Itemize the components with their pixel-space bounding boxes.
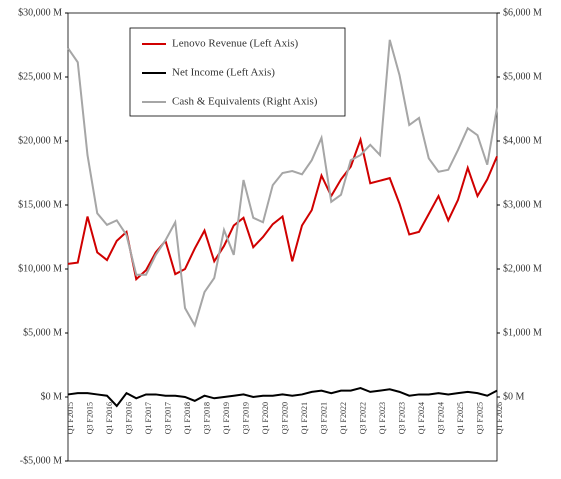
x-tick-label: Q3 F2021 [319,402,328,434]
x-tick-label: Q1 F2026 [495,402,504,434]
legend-label: Cash & Equivalents (Right Axis) [172,96,318,108]
legend-label: Lenovo Revenue (Left Axis) [172,38,298,50]
x-tick-label: Q3 F2017 [163,402,172,434]
x-tick-label: Q1 F2016 [105,402,114,434]
x-tick-label: Q3 F2016 [124,402,133,434]
x-tick-label: Q1 F2017 [144,402,153,434]
x-tick-label: Q1 F2023 [378,402,387,434]
y2-tick-label: $3,000 M [503,199,542,210]
x-tick-label: Q1 F2015 [66,402,75,434]
legend-label: Net Income (Left Axis) [172,67,275,79]
series-line [67,39,498,328]
x-tick-label: Q3 F2015 [85,402,94,434]
y2-tick-label: $0 M [503,391,525,402]
x-tick-label: Q3 F2018 [202,402,211,434]
y-tick-label: $10,000 M [18,263,62,274]
x-tick-label: Q3 F2022 [358,402,367,434]
y-tick-label: $20,000 M [18,135,62,146]
series-line [67,386,498,408]
x-tick-label: Q3 F2024 [436,402,445,434]
x-tick-label: Q3 F2025 [475,402,484,434]
x-tick-label: Q1 F2024 [417,402,426,434]
x-tick-label: Q1 F2025 [456,402,465,434]
x-tick-label: Q1 F2018 [183,402,192,434]
y2-tick-label: $4,000 M [503,135,542,146]
x-tick-label: Q1 F2020 [261,402,270,434]
series-line [67,136,498,282]
y-tick-label: -$5,000 M [20,455,62,466]
x-tick-label: Q1 F2021 [300,402,309,434]
y-tick-label: $5,000 M [23,327,62,338]
x-tick-label: Q3 F2019 [241,402,250,434]
x-tick-label: Q1 F2022 [339,402,348,434]
y2-tick-label: $6,000 M [503,7,542,18]
x-tick-label: Q3 F2020 [280,402,289,434]
x-tick-label: Q1 F2019 [222,402,231,434]
y2-tick-label: $2,000 M [503,263,542,274]
y2-tick-label: $1,000 M [503,327,542,338]
y-tick-label: $15,000 M [18,199,62,210]
plot-frame [67,12,498,462]
y2-tick-label: $5,000 M [503,71,542,82]
y-tick-label: $0 M [41,391,63,402]
y-tick-label: $30,000 M [18,7,62,18]
x-tick-label: Q3 F2023 [397,402,406,434]
y-tick-label: $25,000 M [18,71,62,82]
